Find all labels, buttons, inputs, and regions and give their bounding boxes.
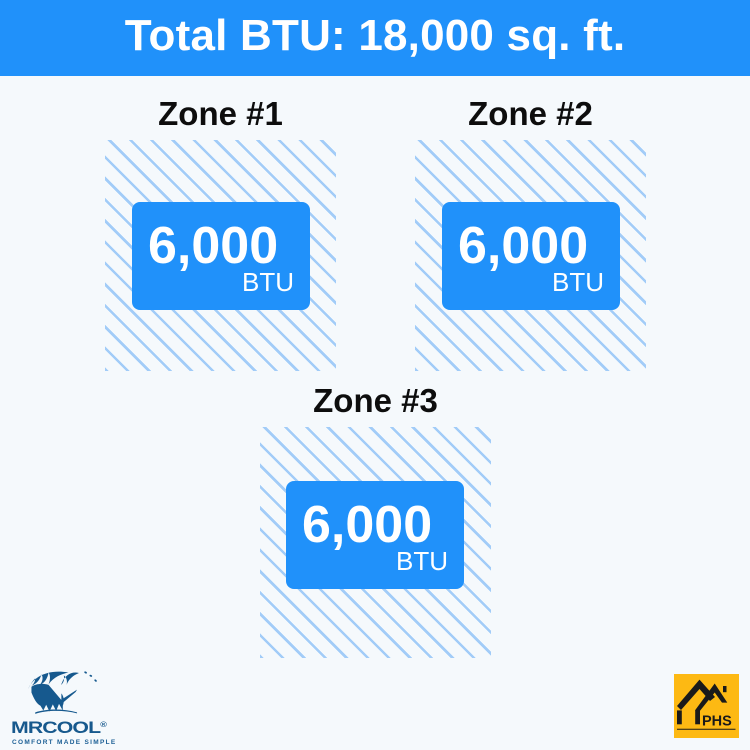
svg-text:PHS: PHS	[702, 714, 732, 730]
